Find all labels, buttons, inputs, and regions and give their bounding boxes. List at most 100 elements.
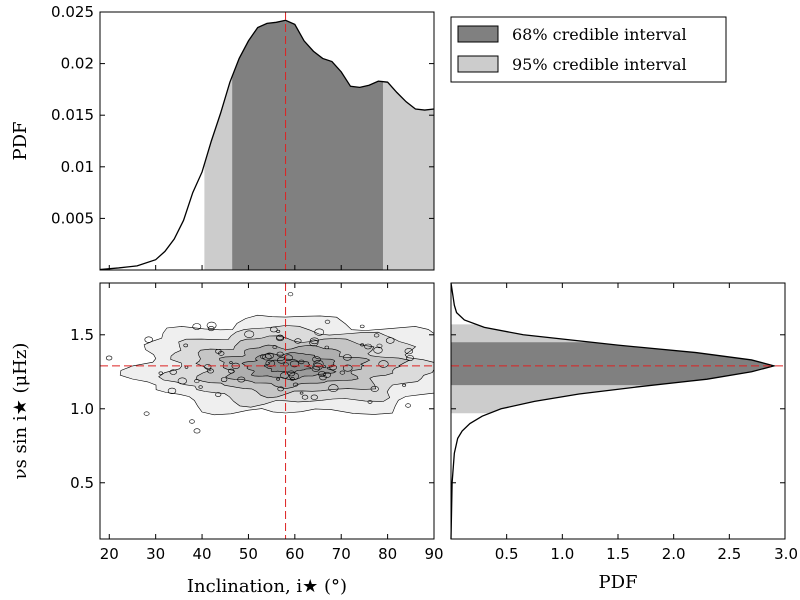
joint-contour-blob <box>359 324 365 329</box>
joint-ylabel: νs sin i★ (μHz) <box>10 343 31 480</box>
joint-contour-blob <box>292 382 299 387</box>
rate-pdf-panel: 0.5 1.0 1.5 2.0 2.5 3.0 PDF <box>450 282 798 593</box>
joint-xtick-label: 60 <box>285 545 304 563</box>
joint-contour-blob <box>367 400 373 404</box>
joint-contour-blob <box>277 386 285 392</box>
joint-contour-blob <box>310 394 318 400</box>
joint-contour-blob <box>360 343 365 347</box>
joint-contour-blob <box>287 370 296 377</box>
rate-pdf-curve <box>450 282 777 540</box>
joint-contour-blob <box>105 355 113 361</box>
legend-swatch-68 <box>457 25 499 43</box>
legend-label-68: 68% credible interval <box>512 25 687 44</box>
joint-xtick-label: 50 <box>239 545 258 563</box>
inclination-pdf-yticks: 0.005 0.01 0.015 0.02 0.025 <box>51 3 435 270</box>
joint-contour-blob <box>183 343 188 348</box>
joint-contour-blob <box>265 352 274 359</box>
joint-contour-blob <box>405 403 411 408</box>
joint-background <box>100 283 434 539</box>
joint-contour-blob <box>317 371 326 377</box>
inclination-pdf-frame <box>99 11 435 271</box>
joint-xtick-label: 90 <box>424 545 443 563</box>
joint-contour-blob <box>276 334 284 341</box>
joint-xticks: 20 30 40 50 60 70 80 90 <box>100 283 444 563</box>
joint-contour-blob <box>370 385 379 392</box>
inclination-band-68 <box>232 20 383 270</box>
joint-contour-blob <box>301 394 309 400</box>
joint-contour-blob <box>373 346 383 354</box>
rate-pdf-xticks: 0.5 1.0 1.5 2.0 2.5 3.0 <box>495 283 798 563</box>
joint-contour-blob <box>376 343 383 349</box>
joint-contour-blob <box>143 411 150 416</box>
joint-contour-blob <box>287 292 294 297</box>
joint-contour-blob <box>342 364 353 372</box>
joint-contour-blob <box>192 323 202 330</box>
joint-contour-blob <box>294 338 302 344</box>
rate-xtick-label: 2.5 <box>717 545 741 563</box>
joint-contour-blob <box>194 379 200 384</box>
joint-contour-blob <box>385 337 395 344</box>
rate-credible-bands <box>451 324 774 414</box>
joint-contour-blob <box>272 345 278 349</box>
joint-contour-blob <box>262 353 272 361</box>
joint-contour-blob <box>207 326 215 332</box>
joint-contour-marks <box>105 292 435 434</box>
joint-contour-blob <box>402 383 407 387</box>
joint-xtick-label: 20 <box>100 545 119 563</box>
inclination-pdf-panel: 0.005 0.01 0.015 0.02 0.025 PDF <box>10 3 435 271</box>
joint-contour-blob <box>167 387 177 395</box>
rate-pdf-frame <box>450 282 786 540</box>
joint-contour-blob <box>276 351 284 357</box>
joint-contour-blob <box>207 368 214 374</box>
inclination-ytick-label: 0.02 <box>61 55 94 73</box>
joint-contour-blob <box>158 371 164 375</box>
joint-contour-blob <box>265 359 276 367</box>
legend-swatch-95 <box>457 55 499 73</box>
joint-xtick-label: 80 <box>378 545 397 563</box>
rate-xtick-label: 1.0 <box>550 545 574 563</box>
joint-frame <box>99 282 435 540</box>
joint-contour-blob <box>342 354 352 361</box>
joint-contour-blob <box>373 333 380 338</box>
inclination-pdf-curve <box>99 19 435 271</box>
joint-contour-blob <box>189 419 195 424</box>
joint-contour-blob <box>276 377 281 381</box>
inclination-ytick-label: 0.005 <box>51 209 94 227</box>
inclination-pdf-ylabel: PDF <box>10 121 31 160</box>
joint-xtick-label: 70 <box>332 545 351 563</box>
joint-xtick-label: 30 <box>146 545 165 563</box>
joint-contour-blob <box>312 362 323 371</box>
joint-contour-blob <box>322 365 327 368</box>
joint-contour-blob <box>309 339 319 347</box>
joint-contour-blob <box>269 326 278 333</box>
rate-xtick-label: 2.0 <box>662 545 686 563</box>
rate-pdf-xlabel: PDF <box>598 572 637 593</box>
joint-contour-blob <box>244 330 255 338</box>
joint-contour-blob <box>215 348 222 354</box>
inclination-ytick-label: 0.015 <box>51 106 94 124</box>
joint-contour-blob <box>328 384 339 392</box>
joint-contour-blob <box>324 319 331 324</box>
joint-contour-blob <box>229 361 233 364</box>
joint-contour-blob <box>311 365 320 372</box>
inclination-credible-bands <box>204 20 434 270</box>
joint-contour-blob <box>324 345 329 350</box>
rate-xtick-label: 3.0 <box>774 545 798 563</box>
joint-contour-blob <box>289 360 300 368</box>
joint-contour-blob <box>299 391 304 395</box>
joint-contour-blob <box>215 392 222 397</box>
joint-contour-level <box>195 335 411 399</box>
joint-contour-blob <box>378 360 389 368</box>
joint-contour-blob <box>312 356 321 363</box>
joint-ytick-label: 1.0 <box>70 400 94 418</box>
joint-xtick-label: 40 <box>193 545 212 563</box>
joint-contour-blob <box>314 328 325 336</box>
legend-label-95: 95% credible interval <box>512 55 687 74</box>
joint-contour-blob <box>339 370 346 375</box>
joint-contour-blob <box>144 336 153 343</box>
joint-contour-blob <box>319 374 327 381</box>
joint-contour-blob <box>169 369 178 375</box>
joint-contour-blob <box>193 428 201 434</box>
rate-pdf-yticks <box>451 334 785 484</box>
